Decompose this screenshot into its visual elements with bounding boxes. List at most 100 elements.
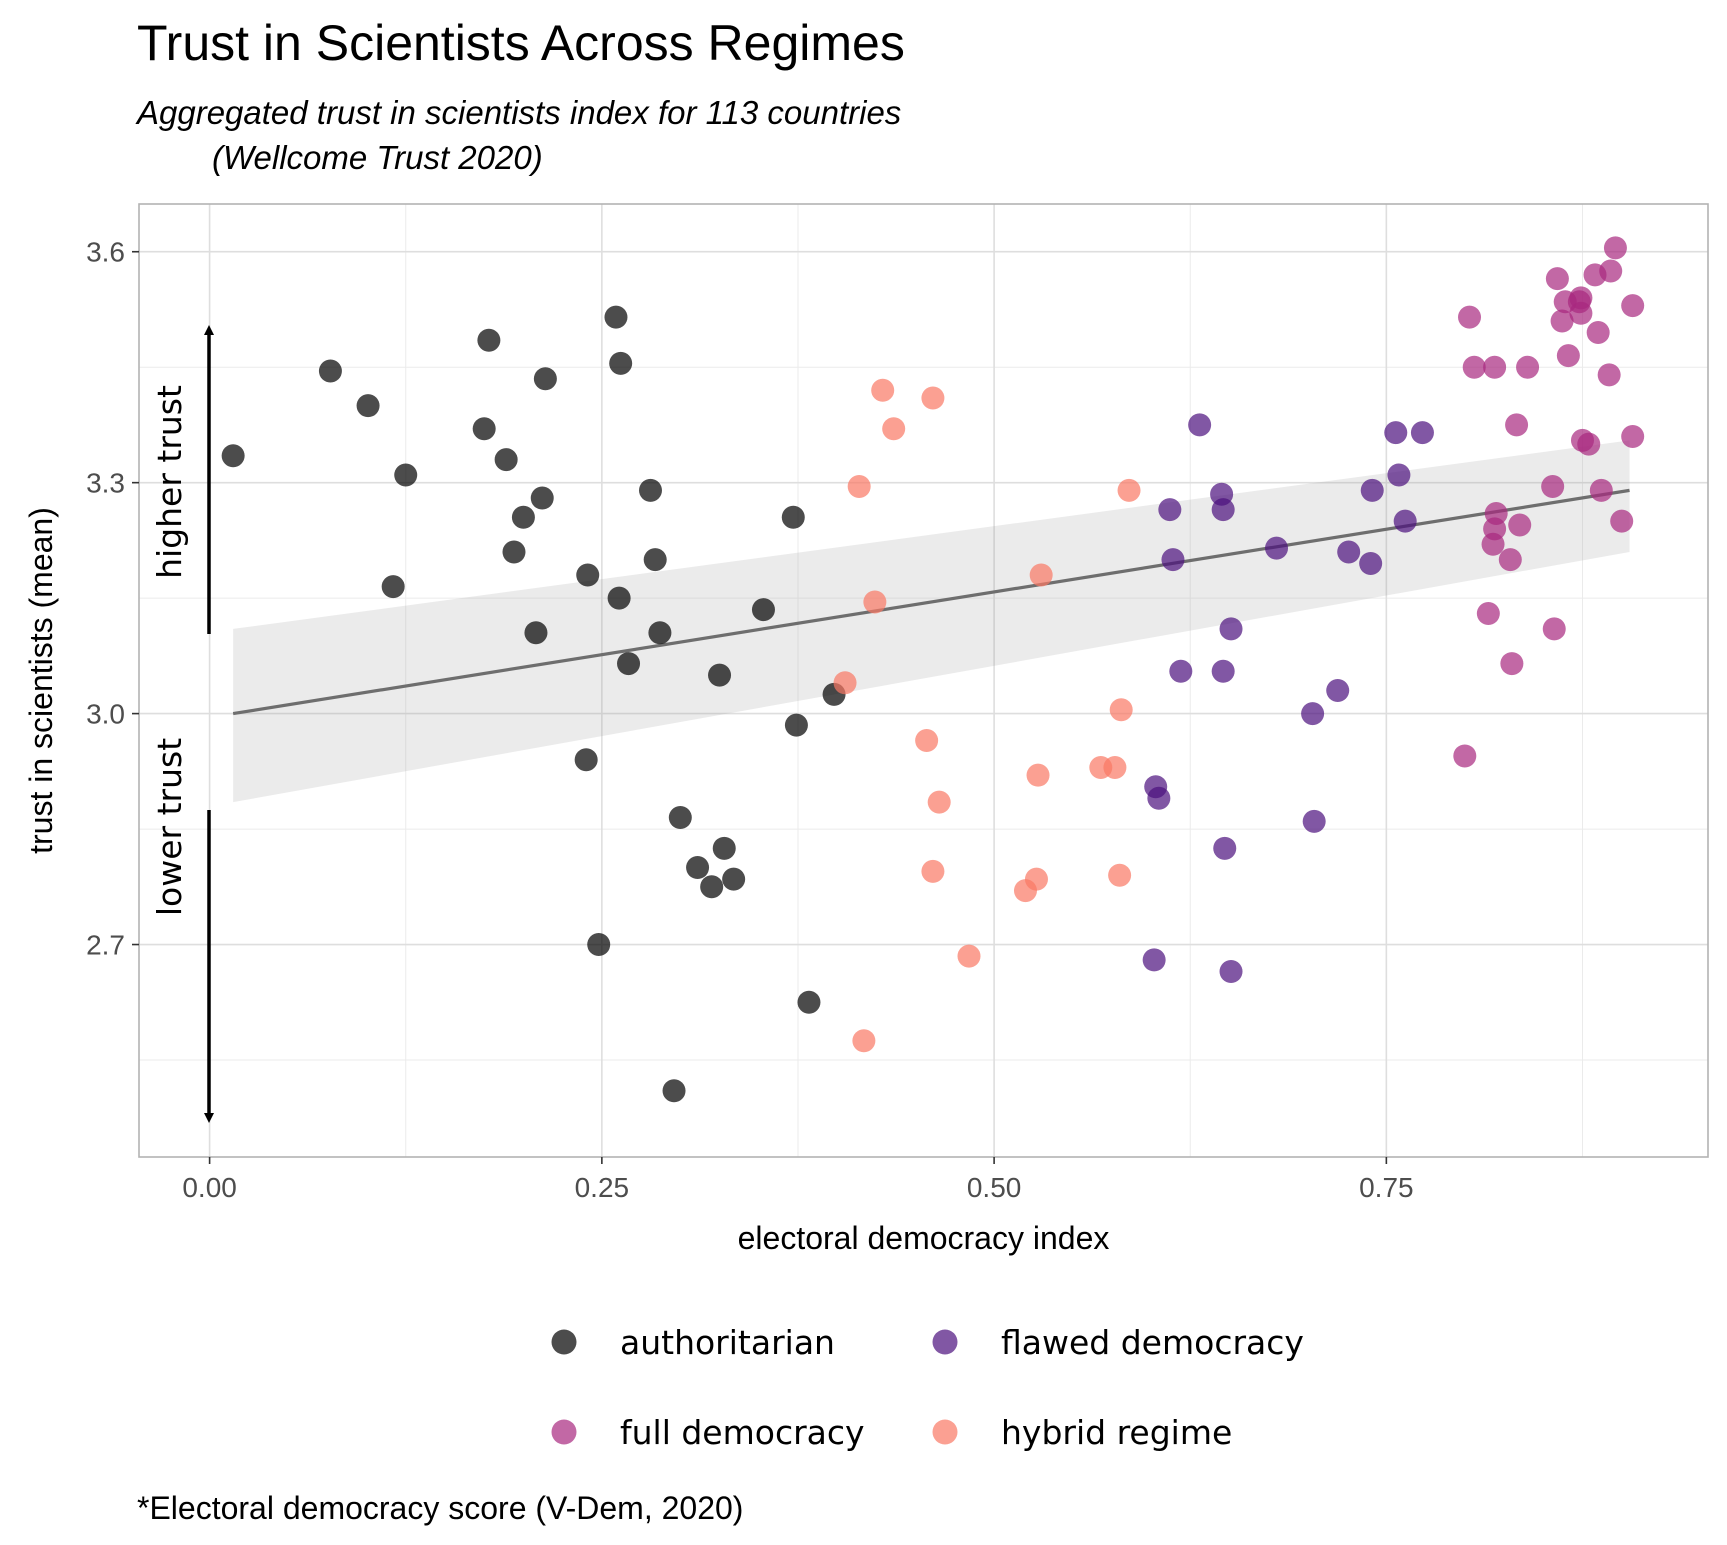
higher-trust-label: higher trust xyxy=(150,385,189,579)
point-authoritarian xyxy=(662,1079,686,1103)
point-hybrid-regime xyxy=(1024,867,1048,891)
point-hybrid-regime xyxy=(833,671,857,695)
point-authoritarian xyxy=(502,540,526,564)
point-flawed-democracy xyxy=(1188,413,1212,437)
grid xyxy=(139,204,1708,1157)
point-full-democracy xyxy=(1545,267,1569,291)
legend: authoritarian flawed democracy full democr… xyxy=(551,1323,1304,1452)
point-full-democracy xyxy=(1597,363,1621,387)
point-full-democracy xyxy=(1516,355,1540,379)
point-full-democracy xyxy=(1498,548,1522,572)
point-full-democracy xyxy=(1621,424,1645,448)
chart-title: Trust in Scientists Across Regimes xyxy=(137,15,905,71)
point-authoritarian xyxy=(356,394,380,418)
point-full-democracy xyxy=(1484,501,1508,525)
point-flawed-democracy xyxy=(1158,498,1182,522)
chart-subtitle-line-2: (Wellcome Trust 2020) xyxy=(212,139,543,176)
lower-trust-label: lower trust xyxy=(150,738,189,916)
point-flawed-democracy xyxy=(1337,540,1361,564)
point-authoritarian xyxy=(318,359,342,383)
trust-arrows: higher trust lower trust xyxy=(150,325,214,1123)
point-full-democracy xyxy=(1458,305,1482,329)
point-authoritarian xyxy=(668,806,692,830)
point-hybrid-regime xyxy=(927,790,951,814)
x-tick-label: 0.00 xyxy=(182,1172,237,1203)
x-tick-label: 0.75 xyxy=(1359,1172,1414,1203)
y-tick-label: 2.7 xyxy=(86,930,125,961)
point-flawed-democracy xyxy=(1211,659,1235,683)
point-authoritarian xyxy=(751,598,775,622)
point-full-democracy xyxy=(1556,344,1580,368)
point-flawed-democracy xyxy=(1410,421,1434,445)
y-tick-label: 3.0 xyxy=(86,699,125,730)
point-full-democracy xyxy=(1542,617,1566,641)
point-full-democracy xyxy=(1586,321,1610,345)
point-authoritarian xyxy=(494,448,518,472)
point-flawed-democracy xyxy=(1147,786,1171,810)
legend-label-authoritarian: authoritarian xyxy=(620,1323,835,1362)
point-flawed-democracy xyxy=(1265,536,1289,560)
point-authoritarian xyxy=(700,875,724,899)
point-authoritarian xyxy=(648,621,672,645)
point-authoritarian xyxy=(617,652,641,676)
point-full-democracy xyxy=(1577,432,1601,456)
data-points xyxy=(221,236,1645,1103)
point-hybrid-regime xyxy=(1103,755,1127,779)
point-flawed-democracy xyxy=(1393,509,1417,533)
point-full-democracy xyxy=(1541,475,1565,499)
point-authoritarian xyxy=(533,367,557,391)
x-tick-label: 0.25 xyxy=(575,1172,630,1203)
y-tick-label: 3.6 xyxy=(86,237,125,268)
point-authoritarian xyxy=(708,663,732,687)
point-hybrid-regime xyxy=(1117,478,1141,502)
point-authoritarian xyxy=(643,548,667,572)
point-authoritarian xyxy=(477,328,501,352)
point-hybrid-regime xyxy=(921,859,945,883)
point-authoritarian xyxy=(574,748,598,772)
point-hybrid-regime xyxy=(1029,563,1053,587)
point-flawed-democracy xyxy=(1387,463,1411,487)
chart-subtitle-line-1: Aggregated trust in scientists index for… xyxy=(135,94,901,131)
confidence-band xyxy=(233,440,1630,803)
panel-border xyxy=(138,203,1709,1158)
point-flawed-democracy xyxy=(1359,551,1383,575)
x-axis-title: electoral democracy index xyxy=(738,1220,1110,1256)
point-flawed-democracy xyxy=(1384,421,1408,445)
point-authoritarian xyxy=(797,990,821,1014)
point-authoritarian xyxy=(221,444,245,468)
point-hybrid-regime xyxy=(882,417,906,441)
point-authoritarian xyxy=(381,575,405,599)
point-hybrid-regime xyxy=(847,475,871,499)
point-flawed-democracy xyxy=(1213,836,1237,860)
legend-key-hybrid-regime xyxy=(932,1419,958,1445)
point-full-democracy xyxy=(1621,294,1645,318)
y-tick-label: 3.3 xyxy=(86,468,125,499)
point-authoritarian xyxy=(587,933,611,957)
point-hybrid-regime xyxy=(921,386,945,410)
point-hybrid-regime xyxy=(863,590,887,614)
chart-caption: *Electoral democracy score (V-Dem, 2020) xyxy=(137,1490,743,1526)
point-full-democracy xyxy=(1550,309,1574,333)
point-authoritarian xyxy=(722,867,746,891)
point-hybrid-regime xyxy=(957,944,981,968)
point-authoritarian xyxy=(712,836,736,860)
point-authoritarian xyxy=(511,505,535,529)
point-authoritarian xyxy=(784,713,808,737)
x-tick-label: 0.50 xyxy=(967,1172,1022,1203)
confidence-band-group xyxy=(233,440,1630,803)
legend-key-full-democracy xyxy=(551,1419,577,1445)
point-flawed-democracy xyxy=(1302,809,1326,833)
point-flawed-democracy xyxy=(1219,617,1243,641)
point-authoritarian xyxy=(576,563,600,587)
point-authoritarian xyxy=(609,351,633,375)
point-flawed-democracy xyxy=(1142,948,1166,972)
point-authoritarian xyxy=(530,486,554,510)
point-authoritarian xyxy=(394,463,418,487)
point-flawed-democracy xyxy=(1161,548,1185,572)
point-full-democracy xyxy=(1462,355,1486,379)
point-full-democracy xyxy=(1476,602,1500,626)
point-full-democracy xyxy=(1610,509,1634,533)
point-authoritarian xyxy=(472,417,496,441)
point-hybrid-regime xyxy=(1109,698,1133,722)
